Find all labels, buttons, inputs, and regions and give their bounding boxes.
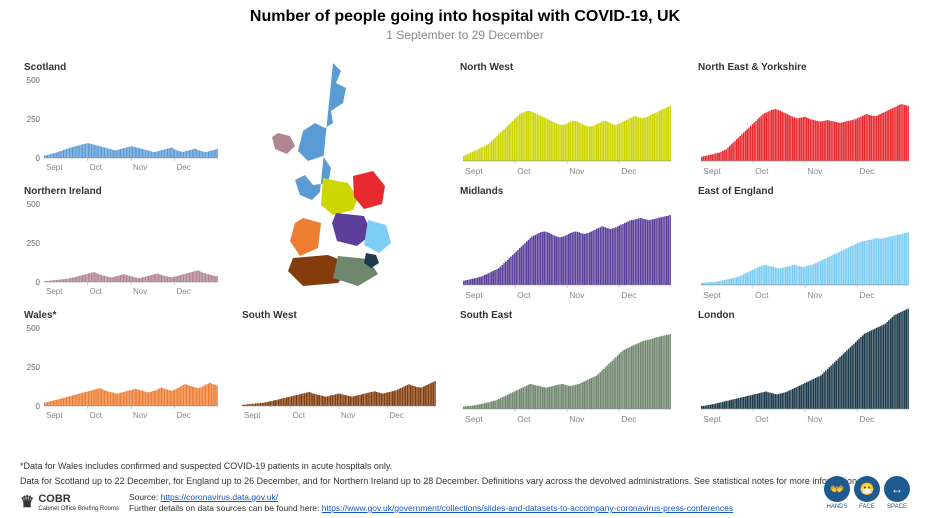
svg-text:0: 0 [36,154,41,163]
map-ney [353,171,385,209]
cobr-logo: ♛ COBR Cabinet Office Briefing Rooms [20,492,119,514]
face-badge: 😷FACE [854,476,880,510]
svg-text:Dec: Dec [859,290,875,300]
svg-text:Nov: Nov [807,414,823,424]
svg-text:Nov: Nov [133,163,147,172]
page-subtitle: 1 September to 29 December [0,28,930,42]
chart-scotland: 0 250 500 Sept Oct Nov Dec [20,58,220,176]
chart-north-west: Sept Oct Nov Dec [456,58,676,176]
svg-text:Nov: Nov [341,411,355,420]
svg-text:Sept: Sept [46,287,63,296]
svg-text:Nov: Nov [569,290,585,300]
svg-text:Sept: Sept [703,414,721,424]
space-badge: ↔SPACE [884,476,910,510]
chart-south-east: Sept Oct Nov Dec [456,306,676,424]
svg-text:Oct: Oct [755,290,769,300]
svg-text:Dec: Dec [621,166,637,176]
chart-london: Sept Oct Nov Dec [694,306,914,424]
svg-text:Nov: Nov [569,414,585,424]
svg-text:Sept: Sept [46,163,63,172]
page-title: Number of people going into hospital wit… [0,8,930,26]
svg-text:Nov: Nov [807,166,823,176]
svg-text:Dec: Dec [621,290,637,300]
svg-text:Dec: Dec [390,411,404,420]
svg-text:Nov: Nov [133,411,147,420]
svg-text:Nov: Nov [807,290,823,300]
footer: *Data for Wales includes confirmed and s… [20,461,910,514]
svg-text:Oct: Oct [90,287,103,296]
svg-text:500: 500 [27,76,41,85]
svg-text:Oct: Oct [517,414,531,424]
svg-text:Nov: Nov [569,166,585,176]
svg-text:Sept: Sept [465,166,483,176]
svg-text:Sept: Sept [465,414,483,424]
svg-text:500: 500 [27,324,41,333]
map-scotland [295,63,346,200]
map-wales [290,218,321,256]
svg-text:Oct: Oct [90,411,103,420]
chart-east-of-england: Sept Oct Nov Dec [694,182,914,300]
svg-text:Oct: Oct [517,290,531,300]
svg-text:Dec: Dec [177,411,191,420]
svg-text:Oct: Oct [517,166,531,176]
footnote-2: Data for Scotland up to 22 December, for… [20,476,910,488]
svg-text:500: 500 [27,200,41,209]
footnote-1: *Data for Wales includes confirmed and s… [20,461,910,473]
chart-northern-ireland: 0 250 500 Sept Oct Nov Dec [20,182,220,300]
chart-grid: Scotland 0250500SeptOctNovDec North West… [20,58,910,424]
svg-text:Sept: Sept [46,411,63,420]
svg-text:Sept: Sept [244,411,261,420]
uk-map [238,58,438,300]
svg-text:0: 0 [36,278,41,287]
hands-face-space-badges: 👐HANDS😷FACE↔SPACE [824,476,910,510]
svg-text:0: 0 [36,402,41,411]
further-label: Further details on data sources can be f… [129,503,319,513]
hands-badge: 👐HANDS [824,476,850,510]
chart-wales-: 0 250 500 Sept Oct Nov Dec [20,306,220,424]
svg-text:Dec: Dec [177,163,191,172]
svg-text:Dec: Dec [859,414,875,424]
chart-midlands: Sept Oct Nov Dec [456,182,676,300]
source-link[interactable]: https://coronavirus.data.gov.uk/ [161,492,279,502]
map-nw [321,178,358,215]
map-eoe [364,220,391,253]
map-ni [272,133,295,154]
further-link[interactable]: https://www.gov.uk/government/collection… [322,503,733,513]
svg-text:Dec: Dec [621,414,637,424]
svg-text:Sept: Sept [703,166,721,176]
svg-text:Dec: Dec [177,287,191,296]
svg-text:Nov: Nov [133,287,147,296]
svg-text:250: 250 [27,363,41,372]
svg-text:Dec: Dec [859,166,875,176]
svg-text:Oct: Oct [90,163,103,172]
svg-text:250: 250 [27,115,41,124]
chart-north-east-yorkshire: Sept Oct Nov Dec [694,58,914,176]
source-label: Source: [129,492,158,502]
svg-text:Sept: Sept [465,290,483,300]
svg-text:Oct: Oct [755,166,769,176]
svg-text:250: 250 [27,239,41,248]
chart-south-west: Sept Oct Nov Dec [238,306,438,424]
svg-text:Oct: Oct [755,414,769,424]
crown-icon: ♛ [20,493,34,514]
svg-text:Sept: Sept [703,290,721,300]
svg-text:Oct: Oct [293,411,306,420]
